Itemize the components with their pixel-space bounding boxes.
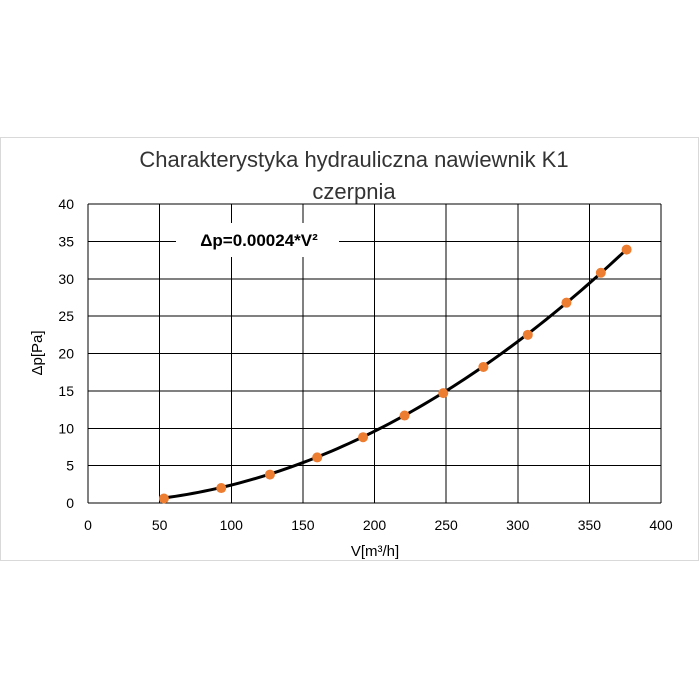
x-tick-label: 400 <box>649 517 673 533</box>
y-tick-label: 0 <box>66 495 74 511</box>
y-tick-label: 15 <box>58 383 74 399</box>
data-point <box>561 297 572 308</box>
y-tick-label: 10 <box>58 420 74 436</box>
data-point <box>216 483 227 494</box>
data-point <box>358 432 369 443</box>
y-tick-label: 5 <box>66 458 74 474</box>
x-tick-label: 350 <box>578 517 602 533</box>
x-tick-label: 250 <box>434 517 458 533</box>
trendline-equation-label: Δp=0.00024*V² <box>200 231 318 250</box>
annotation-background <box>176 223 339 257</box>
y-tick-label: 25 <box>58 308 74 324</box>
grid-layer <box>87 203 662 504</box>
data-point <box>621 244 632 255</box>
y-tick-label: 35 <box>58 233 74 249</box>
y-tick-label: 40 <box>58 196 74 212</box>
trendline-layer <box>162 247 629 500</box>
data-point <box>438 388 449 399</box>
data-point <box>522 329 533 340</box>
chart-frame: Charakterystyka hydrauliczna nawiewnik K… <box>0 137 699 561</box>
data-point <box>158 493 169 504</box>
x-tick-label: 50 <box>152 517 168 533</box>
data-point <box>595 267 606 278</box>
chart-title-line1: Charakterystyka hydrauliczna nawiewnik K… <box>139 147 568 172</box>
chart-svg: Charakterystyka hydrauliczna nawiewnik K… <box>29 147 673 560</box>
trendline-curve <box>162 247 629 500</box>
x-tick-label: 100 <box>220 517 244 533</box>
x-tick-label: 0 <box>84 517 92 533</box>
y-tick-label: 30 <box>58 271 74 287</box>
data-point <box>478 361 489 372</box>
data-point <box>264 469 275 480</box>
x-tick-label: 300 <box>506 517 530 533</box>
data-point <box>312 452 323 463</box>
y-tick-label: 20 <box>58 346 74 362</box>
chart-title-line2: czerpnia <box>312 179 396 204</box>
x-tick-label: 150 <box>291 517 315 533</box>
y-axis-label: Δp[Pa] <box>29 330 46 375</box>
x-tick-label: 200 <box>363 517 387 533</box>
points-layer <box>158 244 632 504</box>
data-point <box>399 410 410 421</box>
x-axis-label: V[m³/h] <box>351 543 399 560</box>
